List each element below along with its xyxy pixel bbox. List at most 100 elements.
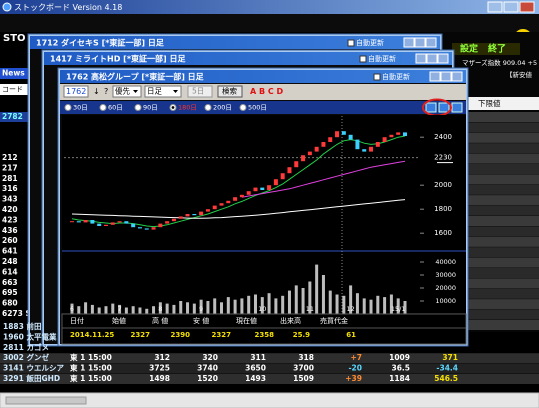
row-stripe [468,247,539,258]
range-radio[interactable] [64,104,72,111]
search-button[interactable] [217,85,243,98]
info-header: 日付 [70,316,84,325]
row-stripe [468,299,539,310]
code-header [0,84,28,95]
range-radio[interactable] [99,104,107,111]
settings-button[interactable]: 設定 [460,43,479,55]
window-button[interactable] [425,37,437,48]
scroll-thumb[interactable] [5,396,87,405]
candle [301,155,306,162]
row-stripe [468,143,539,154]
priority-select[interactable] [112,85,142,98]
candle [90,220,95,224]
row-stripe [468,174,539,185]
info-header: 現在値 [236,316,257,325]
days-text: 5日 [192,87,204,96]
row-stripe [468,112,539,122]
range-radio[interactable] [239,104,247,111]
window-button[interactable] [415,53,427,64]
volume-tick-label: 30000 [435,271,456,279]
table-cell: 318 [298,353,314,362]
table-cell: -34.4 [436,364,458,373]
range-radio[interactable] [204,104,212,111]
table-cell: 東 1 [70,363,85,373]
code-cell: 316 [2,184,18,193]
auto-update-label[interactable]: 自動更新 [368,54,396,63]
x-tick-label: 9 [199,305,203,313]
auto-update-checkbox[interactable] [373,73,381,81]
candle [165,221,170,224]
table-cell: 371 [442,353,458,362]
days-input[interactable] [187,85,213,98]
news-label[interactable]: News [2,69,25,78]
auto-update-checkbox[interactable] [359,55,367,63]
candle [239,194,244,198]
info-value: 25.9 [293,331,310,339]
window-control[interactable] [519,1,535,13]
candle [253,187,258,192]
candle [97,223,102,226]
volume-bar [70,303,74,314]
candle [212,205,217,210]
window-button[interactable] [440,71,452,82]
code-input[interactable] [63,85,89,98]
window-button[interactable] [451,71,463,82]
window-button[interactable] [403,37,415,48]
index-ticker: マザーズ指数 909.04 +5 [462,58,537,67]
candle [382,137,387,142]
window-button[interactable] [414,37,426,48]
table-cell: 1493 [245,374,266,383]
auto-update-checkbox[interactable] [347,39,355,47]
range-radio[interactable] [134,104,142,111]
window-button[interactable] [429,71,441,82]
info-value: 2358 [255,331,275,339]
auto-update-label[interactable]: 自動更新 [382,72,410,81]
chart-tool-icon[interactable] [451,102,463,113]
candle [70,221,74,223]
auto-update-label[interactable]: 自動更新 [356,38,384,47]
y-tick-label: 2400 [434,133,452,141]
window-control[interactable] [503,1,519,13]
table-cell: 1009 [389,353,410,362]
volume-tick-label: 20000 [435,284,456,292]
down-button[interactable]: ↓ [93,87,100,96]
volume-bar [213,298,217,314]
candle [205,209,210,212]
candle [369,146,374,152]
row-stripe [468,320,539,330]
table-cell: 1498 [149,374,170,383]
help-button[interactable]: ? [104,87,108,96]
x-tick-label: 8 [158,305,162,313]
volume-bar [124,307,128,314]
chart-tool-icon[interactable] [425,102,437,113]
group-buttons[interactable]: A B C D [250,87,284,96]
chart-tool-icon[interactable] [438,102,450,113]
window-title-bar [44,52,452,65]
candle [151,227,156,230]
exit-button[interactable]: 終了 [488,43,506,55]
row-stripe [468,164,539,174]
period-select[interactable] [144,85,182,98]
candle [314,146,319,152]
window-button[interactable] [426,53,438,64]
current-price-label: 2230 [434,154,452,162]
table-cell: 1509 [293,374,314,383]
volume-bar [376,295,380,314]
table-cell: 320 [202,353,218,362]
candle [294,161,299,168]
volume-bar [111,303,115,314]
x-tick-label: 15/1 [391,305,406,313]
candle [355,139,360,150]
window-control[interactable] [487,1,503,13]
candle [260,187,265,190]
title-bar [0,0,539,14]
candle [389,134,394,138]
volume-bar [131,306,135,314]
window-button[interactable] [437,53,449,64]
candle [144,228,149,230]
code-cell: 695 [2,288,18,297]
volume-bar [308,281,312,314]
volume-bar [199,299,203,314]
